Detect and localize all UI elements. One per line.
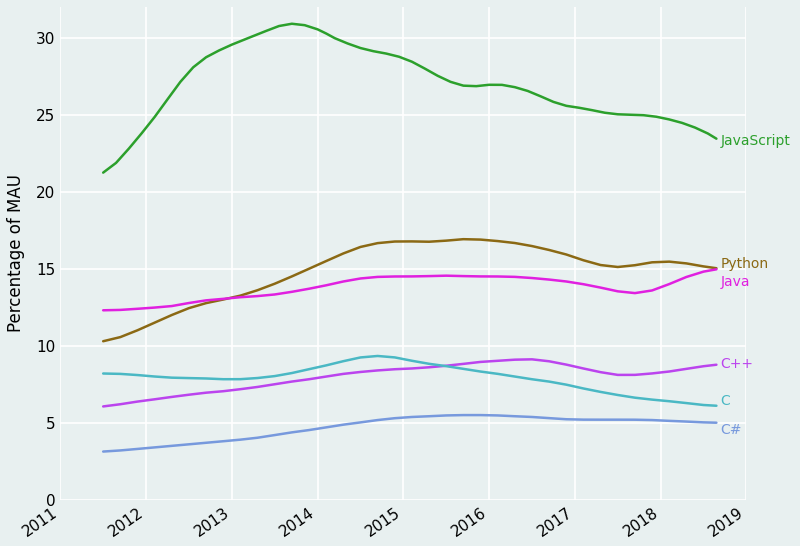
Text: Python: Python (721, 257, 769, 271)
Text: Java: Java (721, 275, 750, 289)
Text: C++: C++ (721, 357, 754, 371)
Text: C#: C# (721, 423, 742, 437)
Y-axis label: Percentage of MAU: Percentage of MAU (7, 174, 25, 333)
Text: C: C (721, 394, 730, 408)
Text: JavaScript: JavaScript (721, 134, 790, 148)
